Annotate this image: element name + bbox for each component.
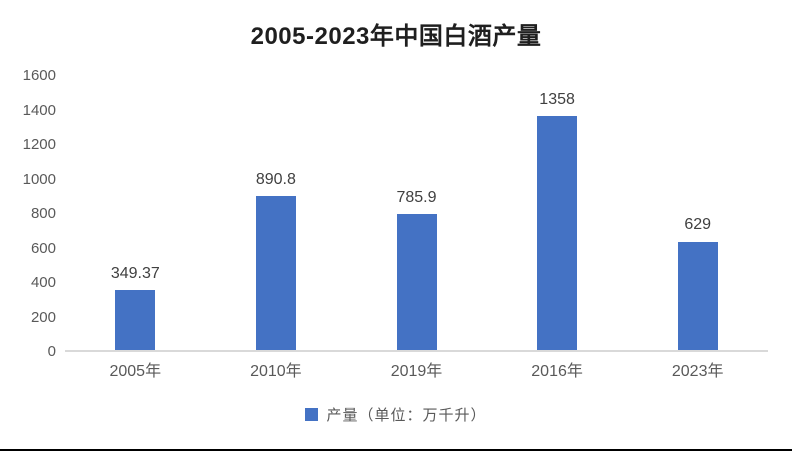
bar-2019年	[396, 214, 437, 350]
y-tick-label: 400	[30, 274, 56, 291]
bar-2023年	[677, 241, 718, 350]
x-tick-label: 2023年	[671, 363, 724, 380]
y-tick-label: 800	[30, 205, 56, 222]
x-tick-label: 2019年	[390, 363, 443, 380]
y-tick-label: 0	[47, 343, 56, 360]
y-tick-label: 1200	[22, 136, 56, 153]
bar-value-label: 890.8	[255, 171, 296, 189]
y-tick-label: 1400	[22, 101, 56, 119]
y-tick-label: 1600	[22, 67, 56, 84]
bar-2010年	[255, 196, 296, 350]
bar-2016年	[537, 115, 578, 350]
legend-square-icon	[305, 408, 319, 421]
legend-series-label: 产量（单位：万千升）	[326, 407, 487, 424]
y-tick-label: 600	[30, 239, 56, 257]
y-tick-label: 1000	[22, 170, 56, 188]
bar-value-label: 1358	[539, 90, 575, 108]
bar-value-label: 785.9	[396, 189, 437, 207]
plot-area	[65, 76, 768, 352]
bar-2005年	[115, 289, 156, 350]
x-tick-label: 2016年	[531, 363, 583, 380]
y-tick-label: 200	[30, 308, 56, 326]
x-tick-label: 2005年	[109, 363, 162, 380]
x-tick-label: 2010年	[250, 363, 302, 380]
chart-title: 2005-2023年中国白酒产量	[250, 23, 542, 50]
bar-value-label: 349.37	[110, 264, 160, 282]
bar-value-label: 629	[684, 216, 712, 234]
legend: 产量（单位：万千升）	[0, 404, 792, 425]
